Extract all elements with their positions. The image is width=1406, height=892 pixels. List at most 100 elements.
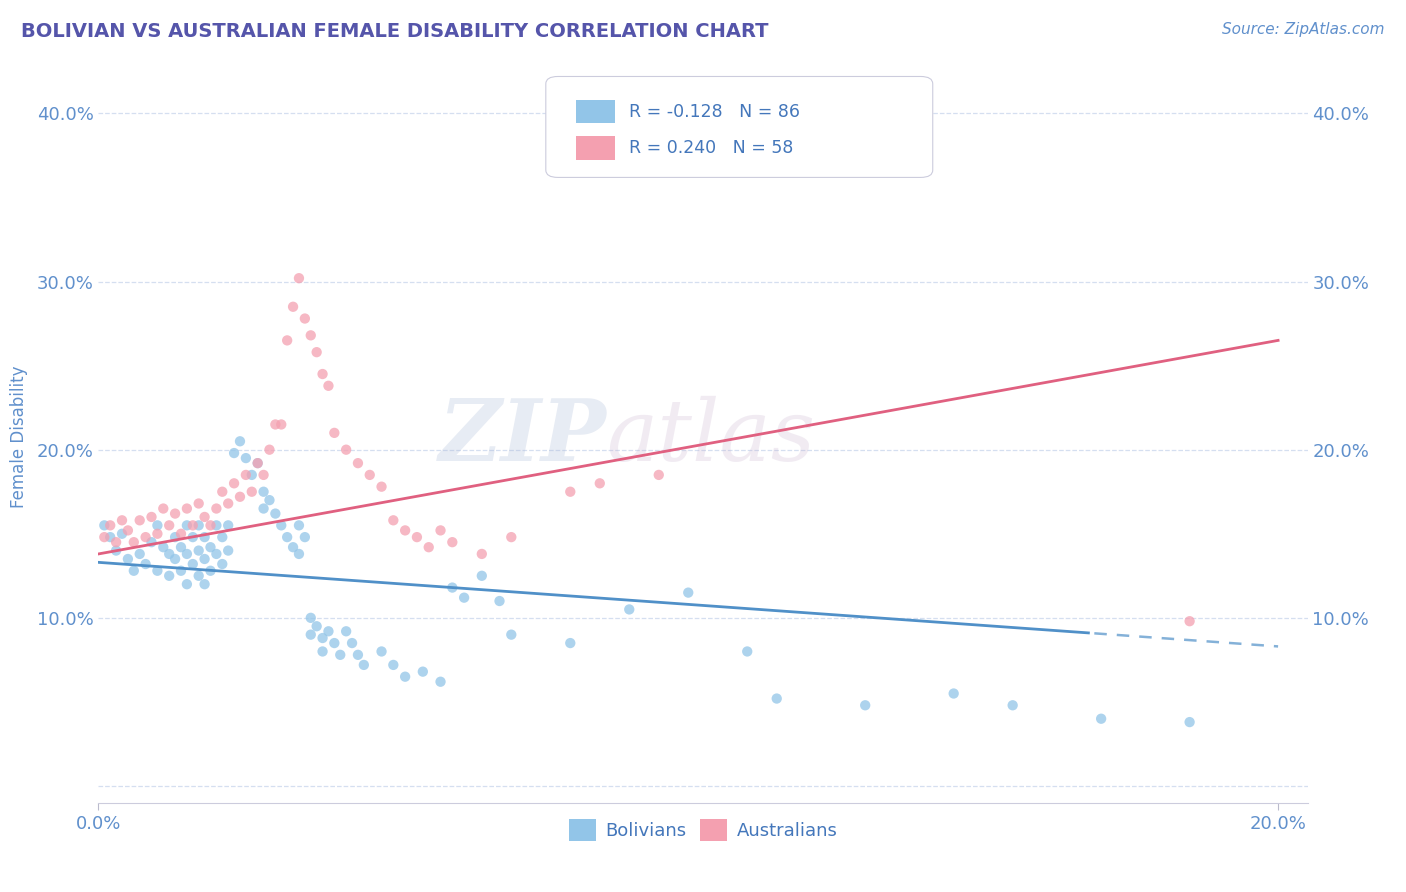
Point — [276, 530, 298, 544]
Point — [146, 564, 169, 578]
Point — [259, 442, 281, 457]
Point — [200, 564, 222, 578]
Point — [200, 540, 222, 554]
Point — [205, 518, 228, 533]
Point — [252, 467, 274, 482]
Point — [382, 513, 405, 527]
Point — [252, 484, 274, 499]
Point — [281, 300, 304, 314]
Point — [117, 524, 139, 538]
Point — [157, 518, 180, 533]
Point — [217, 518, 239, 533]
Point — [281, 540, 304, 554]
Point — [141, 535, 163, 549]
Point — [146, 518, 169, 533]
Point — [370, 644, 392, 658]
Point — [217, 543, 239, 558]
Point — [471, 547, 494, 561]
Point — [176, 577, 198, 591]
Point — [98, 530, 121, 544]
Point — [347, 648, 370, 662]
Point — [471, 569, 494, 583]
Point — [488, 594, 510, 608]
Point — [187, 518, 209, 533]
Point — [294, 530, 316, 544]
Point — [252, 501, 274, 516]
Point — [560, 484, 582, 499]
Point — [678, 585, 700, 599]
Point — [105, 543, 128, 558]
Point — [305, 345, 328, 359]
Point — [152, 540, 174, 554]
Text: Source: ZipAtlas.com: Source: ZipAtlas.com — [1222, 22, 1385, 37]
Point — [406, 530, 429, 544]
Point — [128, 513, 150, 527]
FancyBboxPatch shape — [546, 77, 932, 178]
Point — [394, 524, 416, 538]
Point — [1178, 614, 1201, 628]
Point — [589, 476, 612, 491]
Point — [194, 530, 217, 544]
Point — [105, 535, 128, 549]
Y-axis label: Female Disability: Female Disability — [10, 366, 28, 508]
Point — [1178, 715, 1201, 730]
Point — [222, 476, 245, 491]
Point — [335, 442, 357, 457]
Point — [246, 456, 269, 470]
Point — [441, 535, 464, 549]
Point — [329, 648, 352, 662]
Point — [111, 513, 134, 527]
Point — [240, 467, 263, 482]
Point — [240, 484, 263, 499]
Point — [157, 547, 180, 561]
Point — [194, 577, 217, 591]
Point — [187, 496, 209, 510]
Point — [648, 467, 671, 482]
Point — [353, 657, 375, 672]
Point — [394, 670, 416, 684]
Text: atlas: atlas — [606, 396, 815, 478]
Point — [111, 526, 134, 541]
Point — [211, 530, 233, 544]
Point — [211, 557, 233, 571]
Point — [501, 627, 523, 641]
Text: R = 0.240   N = 58: R = 0.240 N = 58 — [630, 139, 793, 157]
Point — [264, 417, 287, 432]
Point — [200, 518, 222, 533]
Point — [194, 510, 217, 524]
Point — [311, 644, 333, 658]
Point — [170, 540, 193, 554]
Point — [382, 657, 405, 672]
Point — [93, 530, 115, 544]
Point — [1001, 698, 1024, 713]
Point — [246, 456, 269, 470]
Point — [93, 518, 115, 533]
Point — [560, 636, 582, 650]
Point — [1090, 712, 1112, 726]
Point — [217, 496, 239, 510]
Point — [235, 451, 257, 466]
Point — [288, 547, 311, 561]
Point — [347, 456, 370, 470]
Point — [299, 611, 322, 625]
Point — [294, 311, 316, 326]
Point — [176, 501, 198, 516]
Point — [229, 434, 252, 449]
Text: ZIP: ZIP — [439, 395, 606, 479]
Point — [311, 367, 333, 381]
Point — [412, 665, 434, 679]
Point — [335, 624, 357, 639]
Point — [429, 674, 451, 689]
Point — [429, 524, 451, 538]
Point — [311, 631, 333, 645]
Point — [323, 636, 346, 650]
FancyBboxPatch shape — [576, 100, 614, 123]
Point — [299, 328, 322, 343]
Point — [135, 557, 157, 571]
Point — [305, 619, 328, 633]
Point — [229, 490, 252, 504]
Point — [318, 624, 340, 639]
Point — [135, 530, 157, 544]
Point — [735, 644, 758, 658]
Point — [187, 569, 209, 583]
